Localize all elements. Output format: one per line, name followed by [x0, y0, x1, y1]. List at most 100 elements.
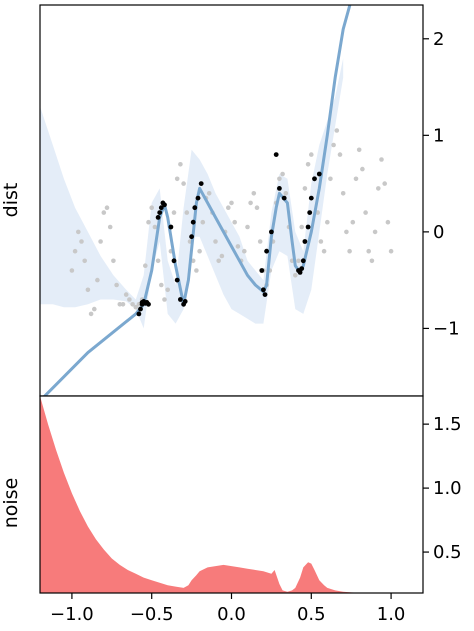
background-point: [130, 302, 135, 307]
sample-point: [262, 292, 268, 297]
background-point: [334, 128, 340, 133]
top-y-tick-label: 1: [433, 125, 444, 146]
x-tick-label: 0.5: [297, 604, 326, 625]
background-point: [254, 205, 260, 210]
background-point: [277, 176, 282, 182]
background-point: [133, 304, 139, 310]
x-tick-label: 0.0: [217, 604, 246, 625]
background-point: [184, 210, 190, 215]
background-point: [293, 273, 298, 278]
sample-point: [162, 202, 167, 208]
sample-point: [136, 311, 142, 317]
background-point: [120, 302, 126, 307]
x-tick-label: −0.5: [130, 604, 174, 625]
sample-point: [182, 299, 188, 304]
background-point: [72, 248, 78, 254]
confidence-band: [40, 58, 344, 329]
background-point: [82, 258, 87, 264]
background-point: [226, 205, 231, 210]
sample-point: [261, 287, 266, 293]
background-point: [171, 210, 177, 215]
background-point: [340, 191, 346, 196]
sample-point: [281, 195, 287, 201]
background-point: [353, 176, 359, 182]
sample-point: [171, 258, 177, 264]
bottom-y-axis-label: noise: [0, 478, 22, 529]
sample-point: [198, 181, 204, 187]
background-point: [385, 219, 391, 225]
sample-point: [192, 205, 198, 211]
background-point: [318, 239, 324, 244]
x-tick-label: 1.0: [377, 604, 406, 625]
background-point: [149, 205, 154, 210]
sample-points: [136, 152, 322, 317]
background-point: [235, 244, 241, 249]
background-point: [242, 248, 247, 254]
background-point: [328, 176, 333, 182]
background-point: [257, 239, 263, 244]
background-point: [299, 224, 305, 230]
sample-point: [269, 229, 274, 235]
bottom-y-tick-label: 1.5: [433, 414, 462, 435]
sample-point: [146, 301, 151, 307]
background-point: [107, 224, 113, 230]
background-point: [146, 219, 151, 225]
background-point: [363, 210, 368, 215]
background-point: [280, 171, 285, 177]
background-point: [382, 181, 388, 186]
background-point: [347, 248, 352, 254]
noise-area: [40, 396, 423, 593]
sample-point: [195, 195, 201, 201]
background-point: [85, 287, 91, 293]
background-point: [200, 219, 206, 225]
sample-point: [190, 219, 196, 225]
background-point: [366, 248, 372, 254]
background-point: [159, 282, 164, 288]
sample-point: [157, 210, 163, 216]
background-point: [194, 268, 199, 273]
background-point: [302, 186, 308, 191]
background-point: [79, 239, 84, 244]
sample-point: [277, 186, 282, 191]
sample-point: [273, 152, 279, 158]
background-point: [331, 142, 336, 148]
background-point: [213, 239, 218, 244]
sample-point: [297, 270, 303, 275]
background-point: [98, 239, 103, 244]
background-point: [376, 186, 381, 191]
background-point: [114, 282, 119, 288]
background-point: [104, 205, 110, 210]
background-point: [369, 258, 375, 264]
background-point: [321, 248, 327, 254]
background-point: [325, 219, 330, 225]
background-point: [92, 306, 97, 312]
background-point: [356, 147, 362, 153]
background-point: [197, 248, 202, 254]
sample-point: [178, 297, 183, 302]
top-y-tick-label: 0: [433, 222, 444, 243]
background-point: [101, 210, 107, 215]
sample-point: [259, 268, 265, 273]
sample-point: [312, 176, 317, 182]
background-point: [127, 297, 132, 302]
background-point: [165, 287, 170, 293]
background-point: [350, 219, 356, 225]
background-point: [155, 258, 161, 264]
sample-point: [189, 234, 195, 240]
background-point: [360, 166, 365, 172]
sample-point: [158, 205, 164, 211]
sample-point: [302, 239, 308, 244]
background-point: [206, 191, 212, 196]
background-point: [88, 311, 94, 317]
sample-point: [305, 224, 311, 230]
background-point: [379, 157, 384, 162]
background-point: [216, 258, 221, 264]
bottom-y-tick-label: 1.0: [433, 478, 462, 499]
background-point: [296, 258, 301, 264]
sample-point: [307, 210, 313, 216]
background-point: [229, 200, 234, 206]
background-point: [95, 277, 100, 283]
background-point: [232, 219, 237, 225]
sample-point: [155, 215, 161, 220]
